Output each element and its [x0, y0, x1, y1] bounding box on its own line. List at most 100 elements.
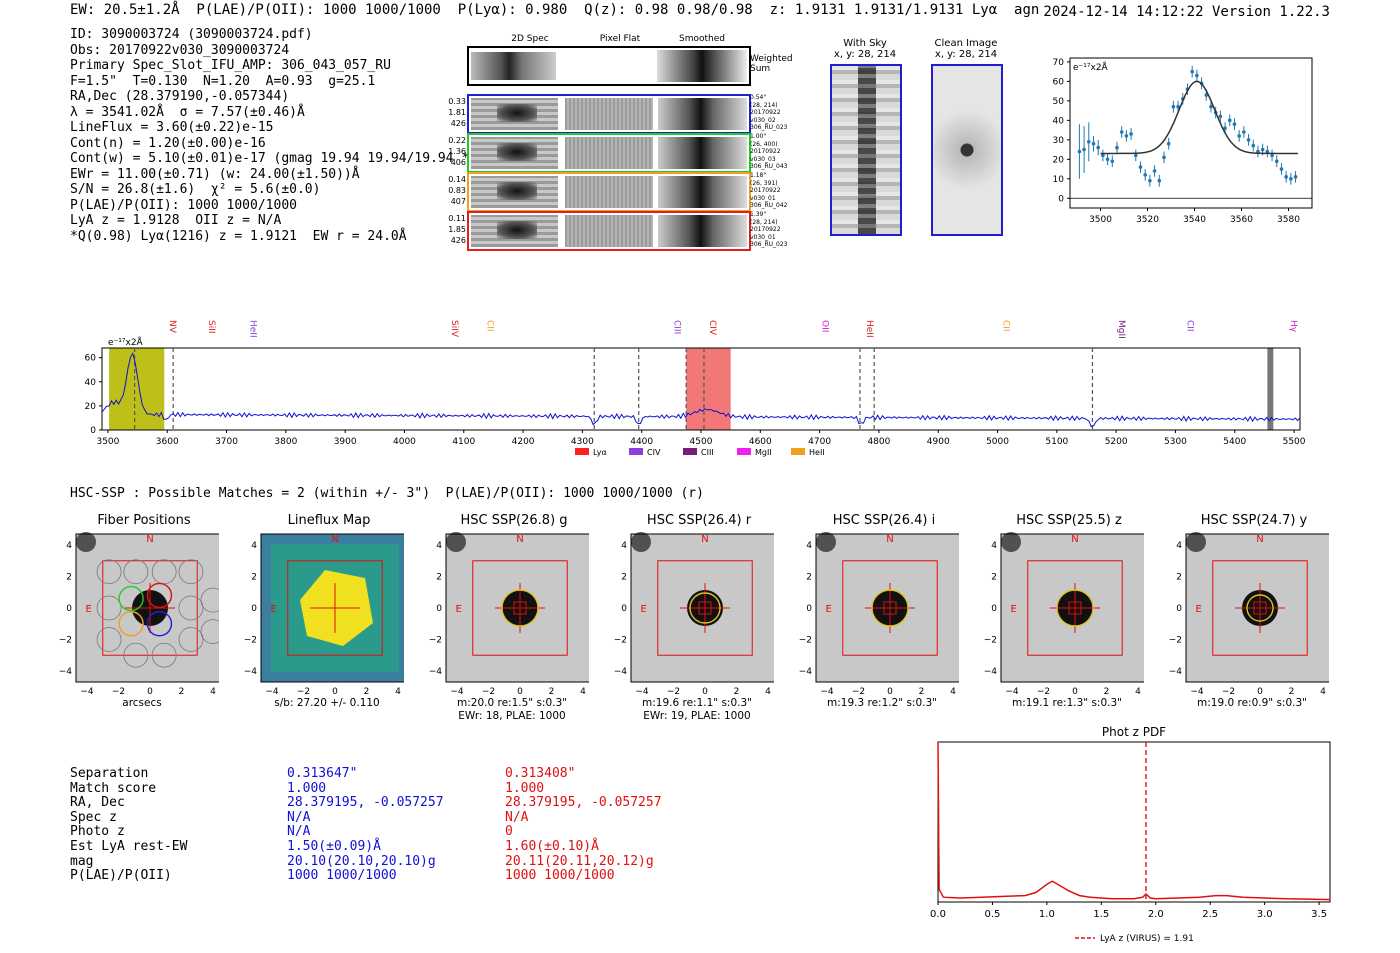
cutout-ytick-label: −4: [244, 667, 258, 677]
cutout-caption: m:19.6 re:1.1" s:0.3" EWr: 19, PLAE: 1000: [612, 697, 782, 723]
cutout-ytick-label: 0: [806, 604, 812, 614]
fit-point: [1242, 130, 1246, 134]
spectrum-lya-region: [686, 348, 731, 430]
fit-point: [1251, 143, 1256, 148]
search-box: [842, 560, 938, 656]
cutout-xtick-label: −2: [1037, 687, 1050, 697]
info-line: Cont(n) = 1.20(±0.00)e-16: [70, 135, 266, 151]
cutout-xtick-label: −4: [820, 687, 834, 697]
info-line: Obs: 20170922v030_3090003724: [70, 42, 290, 58]
cutout-title: HSC SSP(26.4) i: [832, 513, 936, 528]
east-label: E: [1195, 604, 1201, 615]
pdf-xtick-label: 1.0: [1039, 909, 1055, 920]
fit-point: [1265, 149, 1270, 154]
cutout-caption-line: m:20.0 re:1.5" s:0.3": [457, 697, 567, 709]
fiber-circle: [96, 559, 122, 585]
cutout-ytick-label: 4: [436, 541, 442, 551]
match2-values: 0.313408" 1.000 28.379195, -0.057257 N/A…: [505, 766, 662, 884]
search-box: [472, 560, 568, 656]
spectrum-line-marker: MgII: [1116, 320, 1126, 339]
cutout-ytick-label: 0: [251, 604, 257, 614]
fit-point: [1152, 169, 1157, 173]
spectrum-legend-label: CIV: [647, 448, 661, 457]
info-line: λ = 3541.02Å σ = 7.57(±0.46)Å: [70, 104, 305, 120]
clean-image-title: Clean Image x, y: 28, 214: [928, 38, 1004, 60]
pdf-xtick-label: 0.0: [930, 909, 946, 920]
north-label: N: [516, 534, 523, 545]
fit-point: [1209, 104, 1213, 109]
cutout-xtick-label: −2: [482, 687, 495, 697]
match-labels: Separation Match score RA, Dec Spec z Ph…: [70, 766, 187, 884]
fit-point: [1256, 149, 1260, 154]
neighbor-source: [1001, 532, 1021, 552]
fit-point: [1129, 132, 1133, 136]
spectrum-xtick-label: 4700: [808, 437, 831, 447]
info-line: RA,Dec (28.379190,-0.057344): [70, 89, 290, 104]
cutout-xtick-label: 2: [919, 687, 925, 697]
cutout-title: HSC SSP(25.5) z: [1016, 513, 1122, 528]
fiber-circle: [123, 642, 149, 668]
fiber-circle: [96, 627, 122, 652]
cutout-caption: arcsecs: [57, 697, 227, 710]
header-datetime-version: 2024-12-14 14:12:22 Version 1.22.3: [1043, 4, 1330, 20]
spectrum-legend-label: CIII: [701, 448, 714, 457]
spec2d-meta: 1.18": [750, 172, 767, 179]
info-line: F=1.5" T=0.130 N=1.20 A=0.93 g=25.1: [70, 73, 376, 89]
info-line: LineFlux = 3.60(±0.22)e-15: [70, 120, 274, 135]
spec2d-stat: 1.85: [448, 225, 466, 234]
fit-point: [1190, 69, 1194, 74]
cutout-frame: [1185, 533, 1329, 683]
cutout-image: N E −4 −4 −2 −2 0 0 2 2 4 4: [984, 532, 1144, 697]
spectrum-xtick-label: 3500: [96, 437, 119, 447]
pdf-xtick-label: 1.5: [1093, 909, 1109, 920]
spec2d-meta: (28, 214): [750, 101, 778, 109]
cutout-xtick-label: −2: [297, 687, 310, 697]
match1-value: 0.313647": [287, 766, 358, 781]
fiber-circle: [200, 619, 219, 645]
match-label: RA, Dec: [70, 795, 125, 811]
weighted-sum-label: Weighted Sum: [750, 54, 793, 74]
fit-point: [1227, 118, 1232, 123]
fiber-circle: [200, 587, 219, 613]
fit-point: [1232, 122, 1237, 127]
cutout-xtick-label: 4: [395, 687, 401, 697]
spectrum-line-marker: CII: [1184, 320, 1194, 332]
cutout-frame: [1000, 533, 1144, 683]
aperture-ellipse: [501, 589, 539, 627]
spec2d-meta: 20170922: [750, 148, 781, 156]
spec2d-meta: 1.00": [750, 133, 767, 140]
neighbor-source: [1186, 532, 1206, 552]
match2-value: 0: [505, 824, 513, 840]
fit-xtick-label: 3540: [1183, 215, 1206, 225]
cutout-caption-line: EWr: 19, PLAE: 1000: [643, 710, 751, 722]
spectrum-line-marker: NV: [167, 320, 177, 334]
line-fit-chart: 0 10 20 30 40 50 60 70 3500 3520 3540 3560 3580 e⁻¹⁷x…: [1053, 57, 1313, 225]
cutout-image: N E −4 −4 −2 −2 0 0 2 2 4 4: [429, 532, 589, 697]
spec2d-meta: 20170922: [750, 187, 781, 195]
spec2d-stat: 426: [450, 119, 466, 128]
cutout-caption-line: EWr: 18, PLAE: 1000: [458, 710, 566, 722]
fiber-circle: [178, 627, 204, 652]
neighbor-source: [76, 532, 96, 552]
match1-value: 1.50(±0.09)Å: [287, 838, 381, 854]
cutout-caption-line: m:19.3 re:1.2" s:0.3": [827, 697, 937, 709]
spectrum-xtick-label: 4300: [571, 437, 594, 447]
center-box: [698, 601, 712, 615]
with-sky-title: With Sky x, y: 28, 214: [828, 38, 902, 60]
fit-xtick-label: 3580: [1277, 215, 1300, 225]
fit-point: [1086, 139, 1091, 144]
cutout-xtick-label: −4: [80, 687, 94, 697]
cutout-ytick-label: 0: [621, 604, 627, 614]
cutout-xtick-label: 0: [1257, 687, 1263, 697]
match1-values: 0.313647" 1.000 28.379195, -0.057257 N/A…: [287, 766, 444, 884]
cutout-frame: [445, 533, 589, 683]
north-label: N: [331, 534, 338, 545]
fit-point: [1101, 153, 1105, 158]
cutout-ytick-label: −2: [429, 635, 442, 645]
cutout-caption-line: arcsecs: [122, 697, 162, 709]
cutout-ytick-label: 4: [991, 541, 997, 551]
spec2d-stat: 0.33: [448, 97, 466, 106]
fit-point: [1223, 126, 1227, 130]
spectrum-legend-swatch: [683, 448, 697, 455]
hsc-header: HSC-SSP : Possible Matches = 2 (within +…: [70, 486, 704, 501]
